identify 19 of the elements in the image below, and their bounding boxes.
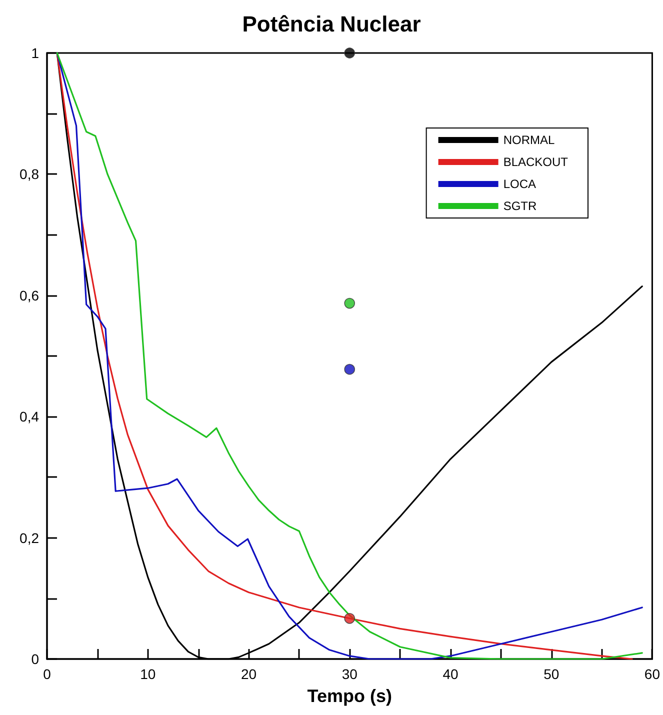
y-tick-label: 0,8: [20, 166, 40, 182]
x-tick-label: 30: [342, 666, 358, 682]
y-tick-label: 0: [31, 651, 40, 667]
y-tick-label: 0,6: [20, 287, 40, 304]
chart-title: Potência Nuclear: [242, 12, 422, 36]
x-tick-label: 40: [442, 666, 458, 682]
legend-label: BLACKOUT: [503, 155, 569, 169]
x-tick-label: 60: [644, 666, 660, 682]
y-tick-label: 0,2: [20, 530, 40, 546]
x-axis-title: Tempo (s): [307, 686, 392, 706]
legend-label: NORMAL: [503, 133, 555, 147]
x-tick-label: 50: [544, 666, 560, 682]
y-tick-label: 1: [31, 45, 40, 61]
legend-label: LOCA: [503, 177, 536, 191]
x-tick-label: 20: [240, 666, 257, 682]
y-tick-label: 0,4: [20, 408, 40, 425]
legend-label: SGTR: [503, 199, 537, 213]
x-tick-label: 0: [43, 666, 52, 682]
x-tick-label: 10: [140, 666, 156, 682]
